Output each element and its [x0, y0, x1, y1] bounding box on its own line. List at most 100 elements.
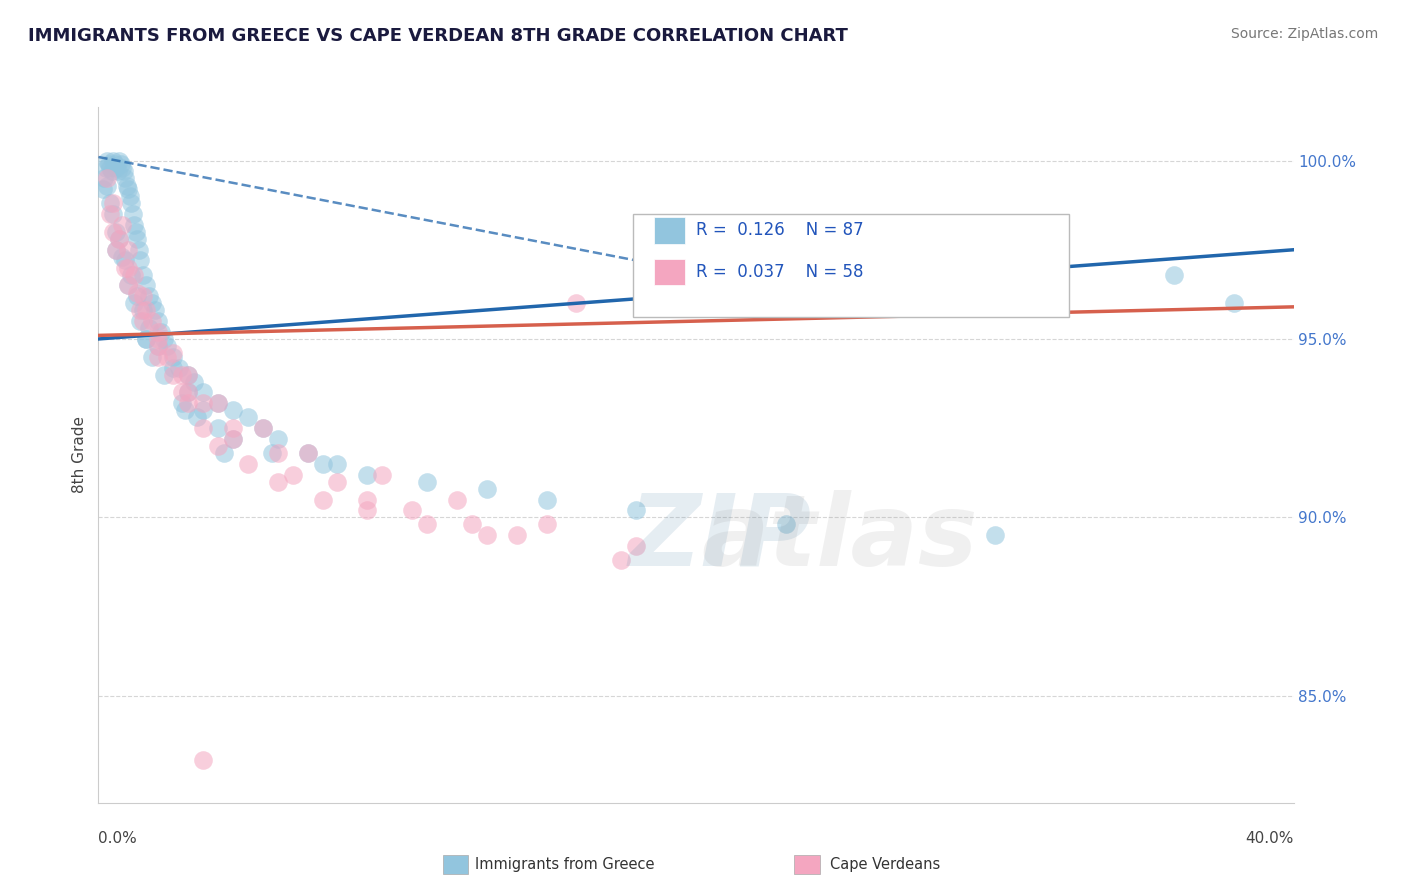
Point — [111, 161, 134, 175]
Text: Immigrants from Greece: Immigrants from Greece — [475, 857, 655, 871]
Point — [153, 368, 176, 382]
Point — [174, 403, 197, 417]
Point — [115, 178, 138, 193]
Point — [267, 446, 290, 460]
Point — [297, 446, 319, 460]
Point — [124, 268, 146, 282]
Point — [121, 207, 143, 221]
Point — [446, 492, 468, 507]
Point — [117, 260, 139, 275]
Point — [172, 368, 194, 382]
Point — [177, 385, 200, 400]
Text: Cape Verdeans: Cape Verdeans — [830, 857, 939, 871]
Point — [132, 268, 155, 282]
Point — [984, 528, 1007, 542]
Point — [93, 171, 115, 186]
Point — [626, 539, 648, 553]
Point — [267, 475, 290, 489]
Point — [416, 475, 439, 489]
Point — [212, 446, 235, 460]
Point — [536, 517, 558, 532]
Point — [252, 421, 274, 435]
Point — [148, 314, 170, 328]
Point — [103, 207, 125, 221]
Point — [222, 432, 245, 446]
Point — [1163, 268, 1185, 282]
Point — [162, 346, 184, 360]
Point — [311, 492, 333, 507]
Point — [103, 225, 125, 239]
Point — [177, 396, 200, 410]
Point — [135, 332, 157, 346]
Point — [236, 457, 259, 471]
Point — [141, 314, 163, 328]
Point — [127, 289, 149, 303]
Point — [138, 289, 160, 303]
Point — [101, 164, 124, 178]
Point — [104, 157, 127, 171]
Point — [148, 332, 170, 346]
Point — [461, 517, 484, 532]
Point — [172, 385, 194, 400]
Point — [207, 396, 229, 410]
Point — [356, 467, 378, 482]
Point — [108, 232, 131, 246]
Text: 0.0%: 0.0% — [98, 830, 138, 846]
Point — [108, 153, 131, 168]
Point — [172, 396, 194, 410]
Point — [100, 207, 122, 221]
Point — [94, 161, 117, 175]
Point — [100, 161, 122, 175]
Text: R =  0.037    N = 58: R = 0.037 N = 58 — [696, 263, 863, 281]
Point — [132, 303, 155, 318]
Point — [141, 296, 163, 310]
Point — [1222, 296, 1246, 310]
Point — [267, 432, 290, 446]
Point — [91, 182, 114, 196]
Point — [129, 303, 152, 318]
Point — [222, 432, 245, 446]
Point — [132, 289, 155, 303]
Point — [129, 253, 152, 268]
Point — [117, 243, 139, 257]
Point — [148, 350, 170, 364]
Point — [118, 189, 141, 203]
Point — [177, 368, 200, 382]
Point — [162, 350, 184, 364]
Point — [167, 360, 190, 375]
Text: R =  0.126    N = 87: R = 0.126 N = 87 — [696, 221, 863, 239]
Text: 40.0%: 40.0% — [1246, 830, 1294, 846]
Text: ZIP: ZIP — [628, 490, 811, 587]
Point — [120, 268, 142, 282]
Point — [111, 218, 134, 232]
Point — [103, 196, 125, 211]
Point — [191, 421, 214, 435]
Point — [162, 368, 184, 382]
Point — [401, 503, 423, 517]
Point — [96, 153, 118, 168]
Point — [416, 517, 439, 532]
Point — [114, 171, 136, 186]
Text: Source: ZipAtlas.com: Source: ZipAtlas.com — [1230, 27, 1378, 41]
Point — [356, 503, 378, 517]
Point — [141, 350, 163, 364]
Point — [177, 385, 200, 400]
Point — [105, 225, 128, 239]
Point — [222, 403, 245, 417]
Point — [107, 164, 129, 178]
Text: atlas: atlas — [702, 490, 977, 587]
Point — [97, 157, 120, 171]
Point — [148, 339, 170, 353]
Point — [191, 396, 214, 410]
Point — [129, 314, 152, 328]
Point — [100, 196, 122, 211]
Point — [162, 360, 184, 375]
Point — [626, 503, 648, 517]
Point — [103, 153, 125, 168]
Point — [128, 243, 150, 257]
Text: IMMIGRANTS FROM GREECE VS CAPE VERDEAN 8TH GRADE CORRELATION CHART: IMMIGRANTS FROM GREECE VS CAPE VERDEAN 8… — [28, 27, 848, 45]
Point — [260, 446, 283, 460]
Point — [148, 325, 170, 339]
Point — [475, 528, 498, 542]
Point — [124, 218, 146, 232]
